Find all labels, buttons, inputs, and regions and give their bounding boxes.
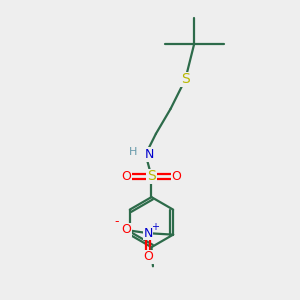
Text: O: O	[172, 170, 182, 183]
Text: -: -	[114, 215, 118, 228]
Text: +: +	[151, 222, 159, 232]
Text: S: S	[181, 72, 190, 86]
Text: N: N	[143, 227, 153, 240]
Text: N: N	[144, 148, 154, 161]
Text: H: H	[129, 147, 137, 157]
Text: O: O	[122, 170, 131, 183]
Text: O: O	[143, 250, 153, 263]
Text: S: S	[147, 169, 156, 184]
Text: O: O	[121, 223, 131, 236]
